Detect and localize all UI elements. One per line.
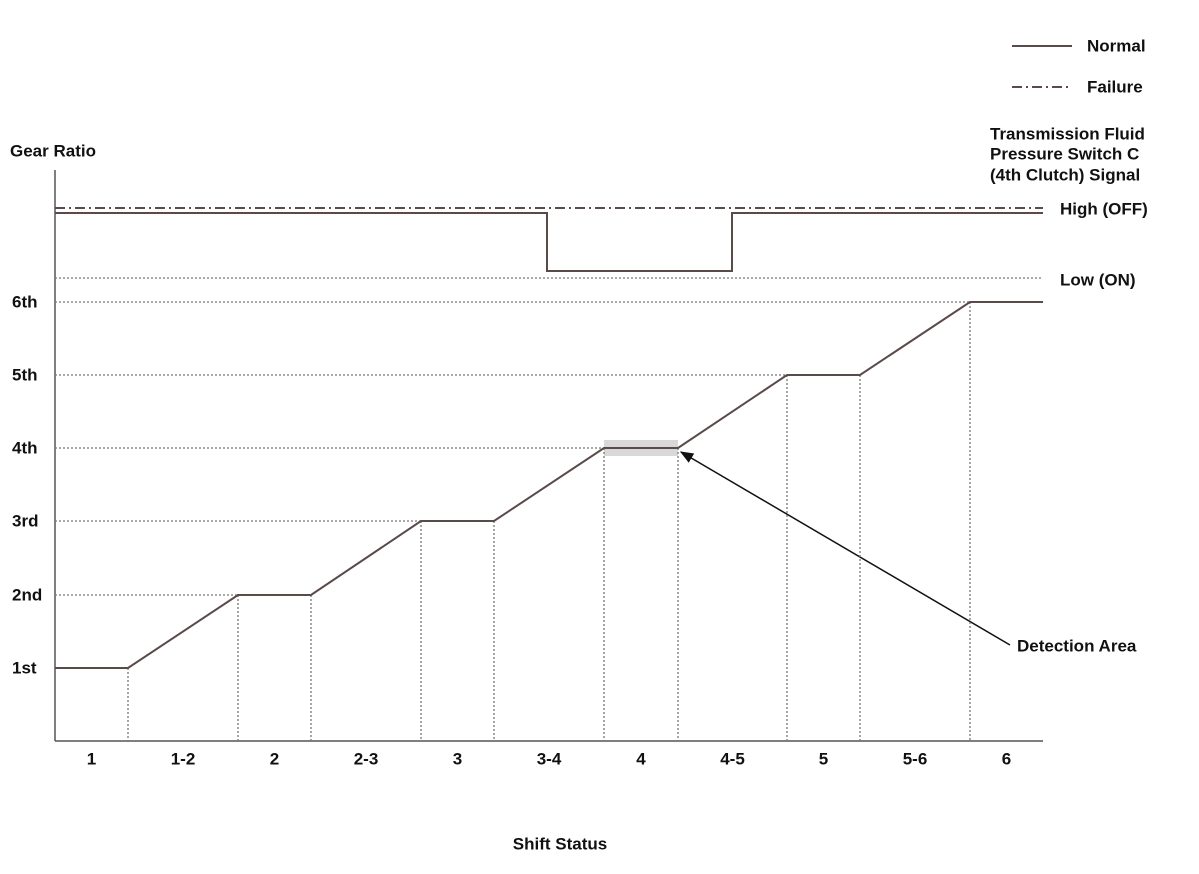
gear-label: 6th: [12, 292, 38, 311]
legend-label: Failure: [1087, 77, 1143, 96]
shift-label: 4: [636, 749, 646, 768]
shift-label: 5-6: [903, 749, 928, 768]
y-axis-label: Gear Ratio: [10, 141, 96, 160]
shift-label: 1-2: [171, 749, 196, 768]
gear-label: 2nd: [12, 585, 42, 604]
shift-label: 5: [819, 749, 828, 768]
shift-label: 2: [270, 749, 279, 768]
gear-plot: 1st 2nd 3rd 4th 5th 6th 1 1-2 2 2-3 3 3-4 4 4-5 5 5-6 6: [12, 292, 1043, 768]
gear-label: 1st: [12, 658, 37, 677]
annotation-arrow: [679, 451, 1011, 646]
shift-label: 3: [453, 749, 462, 768]
shift-label: 2-3: [354, 749, 379, 768]
gear-ratio-line: [55, 301, 1043, 669]
gear-label: 4th: [12, 438, 38, 457]
shift-label: 3-4: [537, 749, 562, 768]
shift-label: 1: [87, 749, 96, 768]
gear-label: 5th: [12, 365, 38, 384]
signal-level-label: Low (ON): [1060, 270, 1136, 289]
x-axis-label: Shift Status: [513, 834, 607, 853]
normal-signal: [55, 212, 1043, 272]
shift-label: 6: [1002, 749, 1011, 768]
annotation: Detection Area: [1017, 636, 1137, 655]
gear-label: 3rd: [12, 511, 38, 530]
signal-title: Transmission Fluid: [990, 124, 1145, 143]
signal-title: Pressure Switch C: [990, 144, 1139, 163]
shift-label: 4-5: [720, 749, 745, 768]
legend-label: Normal: [1087, 36, 1146, 55]
signal-level-label: High (OFF): [1060, 199, 1148, 218]
signal-title: (4th Clutch) Signal: [990, 165, 1140, 184]
